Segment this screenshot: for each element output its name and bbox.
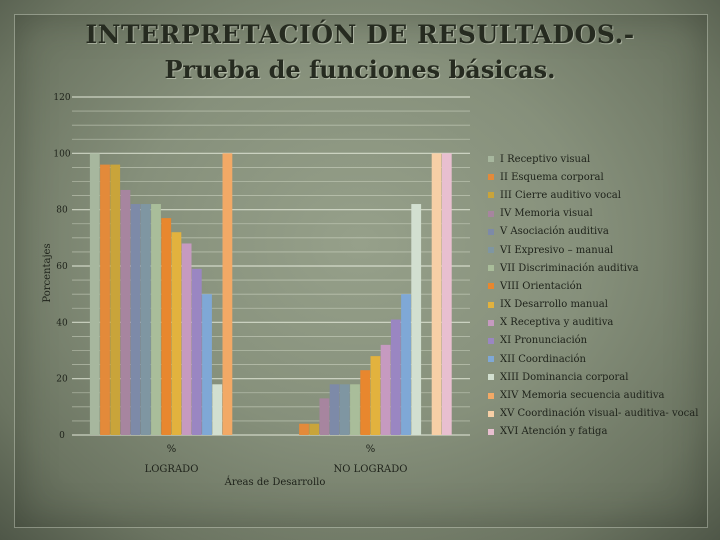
bar xyxy=(100,164,110,435)
legend-label: XIV Memoria secuencia auditiva xyxy=(500,390,665,402)
y-tick-label: 0 xyxy=(59,431,65,441)
bar xyxy=(202,294,212,435)
legend-swatch xyxy=(488,337,494,344)
legend-item: VIII Orientación xyxy=(488,277,720,295)
legend-label: IV Memoria visual xyxy=(500,208,593,220)
bar xyxy=(110,164,121,435)
bar xyxy=(339,384,350,435)
legend-label: VIII Orientación xyxy=(500,280,583,292)
y-tick-label: 100 xyxy=(53,149,70,159)
bar xyxy=(329,384,340,435)
legend-item: XIV Memoria secuencia auditiva xyxy=(488,386,720,404)
legend-label: I Receptivo visual xyxy=(500,153,591,165)
x-axis-labels: % LOGRADO% NO LOGRADO xyxy=(145,444,408,475)
legend-label: VI Expresivo – manual xyxy=(500,244,614,256)
page-title: INTERPRETACIÓN DE RESULTADOS.- xyxy=(85,20,635,49)
x-axis-label: Áreas de Desarrollo xyxy=(224,476,326,488)
page-subtitle: Prueba de funciones básicas. xyxy=(164,55,556,84)
legend-swatch xyxy=(488,356,494,363)
legend-item: VI Expresivo – manual xyxy=(488,241,720,259)
legend-label: IX Desarrollo manual xyxy=(500,299,608,311)
legend-item: IV Memoria visual xyxy=(488,205,720,223)
bar xyxy=(171,232,182,435)
x-tick-sublabel: % xyxy=(366,444,376,455)
legend-label: III Cierre auditivo vocal xyxy=(500,189,621,201)
bar xyxy=(299,423,309,435)
legend-item: V Asociación auditiva xyxy=(488,223,720,241)
legend-swatch xyxy=(488,301,494,308)
y-tick-label: 80 xyxy=(56,206,68,216)
legend-item: I Receptivo visual xyxy=(488,150,720,168)
bar xyxy=(120,189,131,435)
legend-label: XVI Atención y fatiga xyxy=(500,426,608,438)
slide-frame xyxy=(14,14,708,528)
bar xyxy=(350,384,360,435)
y-tick-label: 20 xyxy=(56,375,68,385)
legend-label: XIII Dominancia corporal xyxy=(500,371,629,383)
legend-label: V Asociación auditiva xyxy=(500,226,609,238)
y-tick-label: 60 xyxy=(56,262,68,272)
legend-swatch xyxy=(488,428,494,435)
bar xyxy=(380,344,391,435)
y-tick-label: 120 xyxy=(53,93,70,103)
bar xyxy=(431,153,442,436)
legend-item: XII Coordinación xyxy=(488,350,720,368)
bar xyxy=(181,243,192,435)
y-axis-label: Porcentajes xyxy=(42,243,53,302)
legend-swatch xyxy=(488,156,494,163)
legend-item: III Cierre auditivo vocal xyxy=(488,186,720,204)
chart-legend: I Receptivo visual II Esquema corporal III… xyxy=(488,150,720,441)
bar xyxy=(140,204,151,435)
legend-label: XII Coordinación xyxy=(500,353,586,365)
legend-item: II Esquema corporal xyxy=(488,168,720,186)
legend-item: XV Coordinación visual- auditiva- vocal xyxy=(488,405,720,423)
legend-item: XIII Dominancia corporal xyxy=(488,368,720,386)
bar xyxy=(212,384,223,435)
y-tick-label: 40 xyxy=(56,318,68,328)
bar xyxy=(390,319,401,435)
bar xyxy=(360,370,371,435)
legend-item: X Receptiva y auditiva xyxy=(488,314,720,332)
legend-swatch xyxy=(488,265,494,272)
legend-swatch xyxy=(488,174,494,181)
legend-swatch xyxy=(488,192,494,199)
bar xyxy=(130,204,141,435)
bar xyxy=(441,153,452,436)
bars xyxy=(89,153,452,436)
bar xyxy=(89,153,100,436)
legend-item: XI Pronunciación xyxy=(488,332,720,350)
legend-label: XI Pronunciación xyxy=(500,335,588,347)
legend-swatch xyxy=(488,319,494,326)
bar xyxy=(191,268,202,435)
y-axis-ticks: 0 20 40 60 80 100 120 xyxy=(53,93,70,441)
legend-item: XVI Atención y fatiga xyxy=(488,423,720,441)
x-tick-label: NO LOGRADO xyxy=(334,464,408,475)
bar xyxy=(151,204,161,435)
legend-swatch xyxy=(488,410,494,417)
x-tick-sublabel: % xyxy=(167,444,177,455)
legend-item: VII Discriminación auditiva xyxy=(488,259,720,277)
legend-swatch xyxy=(488,210,494,217)
legend-swatch xyxy=(488,392,494,399)
bar xyxy=(222,153,233,436)
legend-label: VII Discriminación auditiva xyxy=(500,262,639,274)
legend-swatch xyxy=(488,283,494,290)
legend-label: XV Coordinación visual- auditiva- vocal xyxy=(500,408,699,420)
legend-label: II Esquema corporal xyxy=(500,171,604,183)
x-tick-label: LOGRADO xyxy=(145,464,199,475)
bar xyxy=(319,398,330,435)
bar xyxy=(370,356,381,435)
legend-item: IX Desarrollo manual xyxy=(488,296,720,314)
legend-swatch xyxy=(488,374,494,381)
bar xyxy=(401,294,411,435)
bar xyxy=(309,423,320,435)
legend-swatch xyxy=(488,228,494,235)
bar xyxy=(161,218,172,435)
legend-swatch xyxy=(488,247,494,254)
bar xyxy=(411,204,422,435)
legend-label: X Receptiva y auditiva xyxy=(500,317,614,329)
